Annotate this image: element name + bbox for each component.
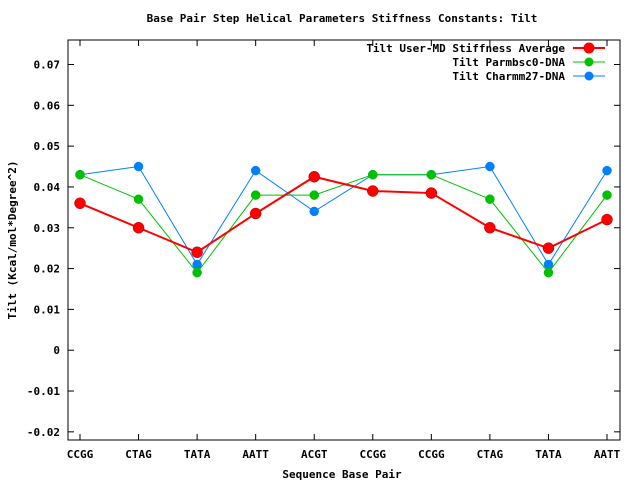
x-tick-label: AATT — [594, 448, 621, 461]
x-tick-label: TATA — [535, 448, 562, 461]
legend-label: Tilt User-MD Stiffness Average — [366, 42, 565, 55]
y-tick-label: 0.03 — [34, 222, 61, 235]
data-point — [192, 259, 202, 270]
data-point — [133, 161, 144, 172]
y-tick-label: -0.01 — [27, 385, 60, 398]
legend-label: Tilt Parmbsc0-DNA — [452, 56, 565, 69]
data-point — [485, 161, 495, 172]
legend-marker — [584, 71, 594, 81]
data-point — [309, 190, 319, 200]
data-point — [602, 190, 612, 200]
data-point — [308, 170, 320, 183]
x-tick-label: TATA — [184, 448, 211, 461]
data-point — [250, 165, 261, 176]
y-axis-label: Tilt (Kcal/mol*Degree^2) — [6, 161, 19, 320]
y-tick-label: 0.07 — [34, 58, 61, 71]
series-1 — [75, 169, 612, 278]
series-line — [79, 165, 608, 266]
data-point — [75, 169, 85, 180]
x-tick-label: CCGG — [360, 448, 387, 461]
x-tick-label: CTAG — [125, 448, 152, 461]
data-point — [602, 165, 612, 176]
series-line — [79, 174, 608, 274]
x-axis-ticks: CCGG CTAG TATA AATT ACGT CCGG CCGG CTAG TATA AATT — [67, 40, 621, 461]
legend-marker — [583, 42, 595, 54]
data-point — [425, 187, 438, 199]
chart-title: Base Pair Step Helical Parameters Stiffn… — [147, 12, 538, 25]
x-axis-label: Sequence Base Pair — [282, 468, 402, 480]
x-tick-label: CTAG — [477, 448, 504, 461]
y-tick-label: 0.06 — [34, 99, 61, 112]
series-0 — [74, 170, 613, 258]
data-point — [367, 185, 379, 197]
data-point — [250, 190, 261, 200]
data-point — [426, 169, 437, 180]
data-point — [484, 222, 496, 234]
legend-marker — [584, 57, 594, 67]
y-tick-label: 0.05 — [34, 140, 61, 153]
data-point — [249, 207, 262, 220]
data-point — [368, 169, 378, 180]
x-tick-label: ACGT — [301, 448, 328, 461]
data-point — [133, 194, 144, 204]
data-point — [542, 242, 555, 254]
plot-area — [67, 39, 621, 441]
legend-label: Tilt Charmm27-DNA — [452, 70, 565, 83]
data-point — [191, 246, 203, 258]
data-point — [132, 222, 145, 234]
data-point — [543, 259, 554, 270]
y-tick-label: 0.04 — [34, 181, 61, 194]
series-layer — [74, 161, 613, 278]
data-point — [485, 194, 495, 204]
y-tick-label: 0.02 — [34, 263, 61, 276]
y-axis-ticks: -0.02 -0.01 0 0.01 0.02 0.03 0.04 0.05 0.06 0.07 — [27, 58, 620, 439]
data-point — [192, 267, 202, 278]
series-line — [79, 175, 608, 254]
data-point — [601, 213, 613, 226]
x-tick-label: CCGG — [67, 448, 94, 461]
x-tick-label: AATT — [242, 448, 269, 461]
data-point — [543, 267, 554, 278]
y-tick-label: 0.01 — [34, 303, 61, 316]
y-tick-label: 0 — [53, 344, 60, 357]
x-tick-label: CCGG — [418, 448, 445, 461]
data-point — [309, 206, 319, 217]
plot-frame — [67, 39, 621, 441]
series-2 — [75, 161, 612, 270]
data-point — [74, 197, 86, 210]
y-tick-label: -0.02 — [27, 426, 60, 439]
